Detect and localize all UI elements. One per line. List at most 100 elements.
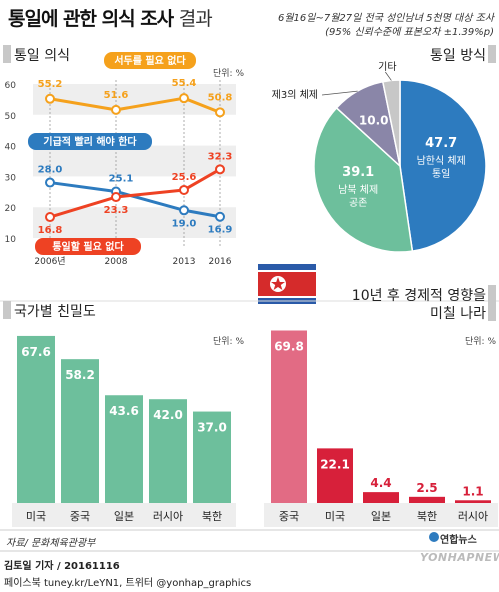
- bar-value-label: 2.5: [416, 481, 437, 495]
- flag-white-stripe: [258, 296, 316, 298]
- series-legend-box: [104, 52, 196, 69]
- bar-value-label: 43.6: [109, 404, 139, 418]
- pie-slice: [313, 106, 414, 253]
- y-tick-label: 40: [5, 143, 17, 153]
- economic-chart-unit: 단위: %: [465, 336, 496, 347]
- bar: [17, 335, 55, 503]
- pie-slice-label: 공존: [349, 197, 367, 209]
- series-legend-label: 서두를 필요 없다: [114, 54, 186, 67]
- survey-note-line-1: 6월16일~7월27일 전국 성인남녀 5천명 대상 조사: [277, 13, 494, 24]
- pie-chart-title: 통일 방식: [430, 48, 486, 64]
- bar-category-label: 중국: [70, 510, 90, 523]
- author-credit: 김토일 기자 / 20161116: [4, 561, 120, 572]
- data-point: [215, 211, 225, 222]
- header-marker: [488, 285, 496, 321]
- brand-watermark: YONHAPNEWS: [420, 551, 499, 564]
- bar: [61, 359, 99, 503]
- bar-value-label: 4.4: [370, 476, 391, 490]
- data-label: 23.3: [104, 205, 129, 216]
- pie-value-label: 10.0: [359, 114, 389, 128]
- data-label: 32.3: [208, 151, 233, 162]
- flag-white-stripe: [258, 270, 316, 272]
- bar-category-label: 미국: [325, 510, 345, 523]
- flag-red: [258, 272, 316, 296]
- pie-slice-label: 남북 체제: [338, 184, 378, 196]
- bar-category-label: 미국: [26, 510, 46, 523]
- data-label: 25.1: [109, 173, 134, 184]
- bar-category-label: 중국: [279, 510, 299, 523]
- pie-leader-line: [321, 90, 358, 96]
- grid-band: [33, 84, 236, 115]
- bar: [317, 448, 353, 503]
- data-label: 16.9: [208, 225, 233, 236]
- data-point: [45, 177, 55, 188]
- x-tick-label: 2016: [209, 257, 232, 267]
- data-label: 19.0: [172, 218, 197, 229]
- bar-category-label: 일본: [371, 509, 391, 523]
- pie-value-label: 39.1: [342, 165, 374, 180]
- sns-credit: 페이스북 tuney.kr/LeYN1, 트위터 @yonhap_graphic…: [4, 578, 252, 589]
- bar: [363, 492, 399, 503]
- data-point: [179, 93, 189, 104]
- bar-value-label: 22.1: [320, 457, 350, 471]
- bar: [455, 500, 491, 503]
- series-legend-label: 통일할 필요 없다: [52, 240, 124, 253]
- bar-category-label: 러시아: [153, 510, 183, 523]
- pie-slice-label: 남한식 체제: [417, 155, 466, 167]
- bar-category-label: 러시아: [458, 510, 488, 523]
- x-tick-label: 2013: [173, 257, 196, 267]
- survey-note: 6월16일~7월27일 전국 성인남녀 5천명 대상 조사 (95% 신뢰수준에…: [240, 12, 494, 40]
- category-strip: [12, 503, 236, 527]
- series-legend-box: [28, 133, 152, 150]
- y-tick-label: 10: [5, 235, 17, 245]
- grid-band: [33, 145, 236, 177]
- bar: [193, 411, 231, 503]
- data-point: [215, 164, 225, 175]
- affinity-chart-unit: 단위: %: [213, 336, 244, 347]
- x-tick-label: 2008: [105, 257, 128, 267]
- data-label: 51.6: [104, 90, 129, 101]
- data-label: 55.2: [38, 79, 63, 90]
- series-legend-label: 기급적 빨리 해야 한다: [43, 135, 137, 148]
- data-label: 28.0: [38, 165, 63, 176]
- data-point: [45, 93, 55, 104]
- bar: [409, 496, 445, 503]
- line-chart: 10 20 30 40 50 60 2006년 2008 2013 2016 55.2 51.6 55.…: [5, 52, 236, 267]
- data-point: [45, 212, 55, 223]
- source-note: 자료/ 문화체육관광부: [6, 538, 96, 549]
- data-point: [111, 104, 121, 115]
- data-point: [179, 184, 189, 195]
- category-strip: [264, 503, 498, 527]
- bar-value-label: 58.2: [65, 368, 95, 382]
- y-tick-label: 20: [5, 204, 17, 214]
- bar-category-label: 일본: [114, 509, 134, 523]
- bar: [271, 330, 307, 503]
- affinity-bar-chart: 67.6 미국 58.2 중국 43.6 일본 42.0 러시아 37.0 북한: [12, 335, 236, 527]
- economic-chart-title-2: 미칠 나라: [430, 306, 486, 322]
- series-line: [49, 181, 221, 219]
- bar-value-label: 42.0: [153, 408, 183, 422]
- pie-value-label: 47.7: [425, 136, 457, 151]
- bar-category-label: 북한: [417, 510, 437, 523]
- pie-slice: [381, 79, 401, 167]
- x-tick-label: 2006년: [34, 256, 65, 267]
- brand-logo-text: 연합뉴스: [440, 535, 477, 546]
- economic-chart-header: 10년 후 경제적 영향을 미칠 나라 단위: %: [352, 285, 496, 347]
- data-point: [111, 192, 121, 203]
- line-chart-header: 통일 의식 단위: %: [3, 45, 244, 79]
- flag-star-icon: [271, 277, 285, 290]
- pie-slice-label: 기타: [378, 61, 396, 73]
- bar-category-label: 북한: [202, 510, 222, 523]
- data-point: [179, 205, 189, 216]
- yonhap-logo-icon: [429, 532, 439, 542]
- series-line: [49, 96, 221, 114]
- data-label: 25.6: [172, 172, 197, 183]
- data-label: 16.8: [38, 225, 63, 236]
- data-label: 55.4: [172, 78, 197, 89]
- bar-value-label: 69.8: [274, 339, 304, 353]
- data-label: 50.8: [208, 92, 233, 103]
- pie-slice-label: 제3의 체제: [272, 89, 318, 101]
- title-main: 통일에 관한 의식 조사: [8, 8, 174, 30]
- header-marker: [3, 45, 11, 63]
